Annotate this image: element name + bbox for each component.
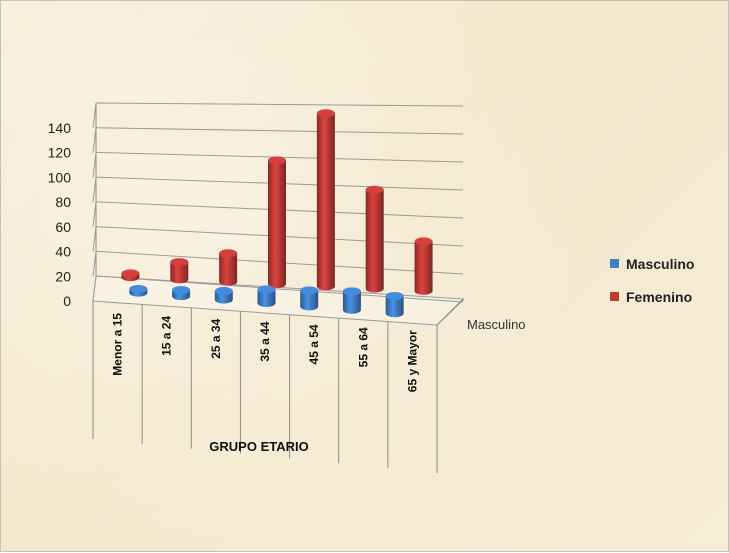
category-label: 45 a 54 [307, 324, 321, 364]
x-axis-title: GRUPO ETARIO [209, 439, 308, 454]
legend-label-femenino: Femenino [626, 289, 692, 305]
depth-axis-label: Masculino [467, 317, 526, 332]
bars [121, 109, 433, 318]
bar-femenino [268, 156, 286, 288]
y-tick-label: 140 [48, 120, 72, 136]
bar-masculino [172, 285, 191, 301]
bar-femenino [170, 258, 189, 284]
depth-edge [436, 298, 465, 326]
gridline-side [92, 102, 97, 129]
bar-masculino [342, 287, 361, 314]
gridline-side [92, 201, 97, 227]
category-label: 65 y Mayor [405, 330, 419, 392]
y-tick-label: 80 [55, 194, 71, 210]
bar-masculino [214, 286, 233, 304]
category-label: 15 a 24 [160, 316, 174, 356]
bar-masculino [300, 286, 319, 311]
bar-femenino [414, 237, 433, 295]
bar-masculino [129, 285, 148, 297]
y-axis-ticks: 0 20 40 60 80 100 120 140 [48, 120, 72, 309]
gridline-side [92, 127, 97, 153]
y-tick-label: 40 [55, 244, 71, 260]
y-tick-label: 100 [48, 169, 72, 185]
y-tick-label: 120 [48, 145, 72, 161]
legend-swatch-femenino [610, 292, 619, 301]
bar-femenino [219, 249, 238, 286]
bar-femenino [121, 269, 140, 282]
y-tick-label: 20 [55, 268, 71, 284]
bar-femenino [365, 185, 384, 293]
y-tick-label: 60 [55, 219, 71, 235]
y-tick-label: 0 [63, 293, 71, 309]
legend-swatch-masculino [610, 259, 619, 268]
gridline [95, 102, 464, 107]
bar-masculino [385, 291, 404, 318]
category-label: Menor a 15 [111, 313, 125, 376]
bar-masculino [257, 285, 276, 307]
category-label: 35 a 44 [258, 321, 272, 361]
gridline-side [92, 226, 97, 252]
bar-femenino [316, 109, 335, 291]
category-label: 25 a 34 [209, 318, 223, 358]
gridline-side [92, 251, 97, 277]
gridline-side [92, 275, 97, 302]
legend: Masculino Femenino [610, 256, 694, 305]
legend-label-masculino: Masculino [626, 256, 694, 272]
category-label: 55 a 64 [356, 327, 370, 367]
gridline [95, 127, 464, 135]
gridline-side [92, 177, 97, 203]
gridline-side [92, 152, 97, 178]
category-labels: Menor a 15 15 a 24 25 a 34 35 a 44 45 a 54 55… [92, 301, 438, 473]
